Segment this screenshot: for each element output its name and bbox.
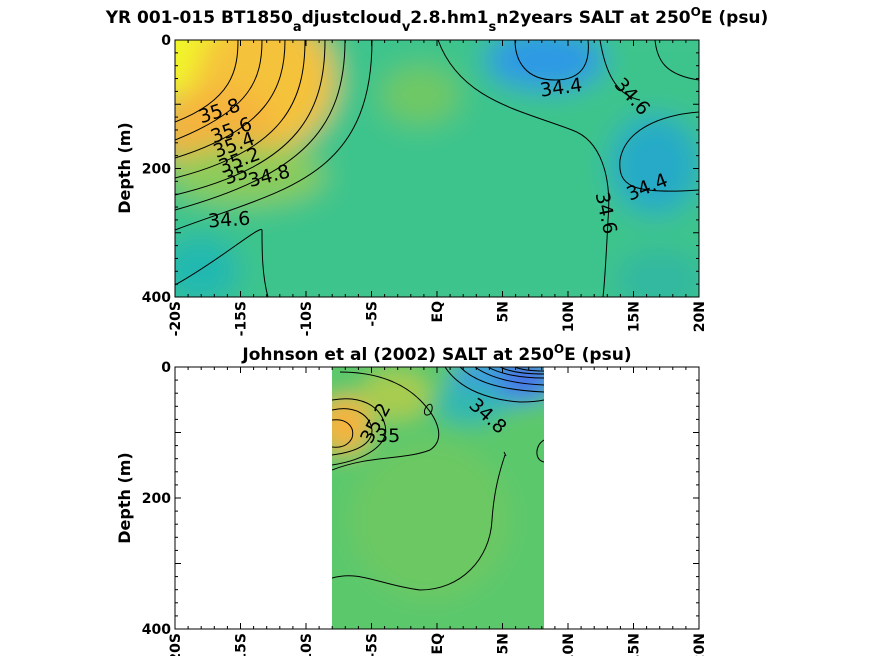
x-tick-label: 20N (692, 633, 708, 656)
y-tick-label: 400 (142, 622, 171, 638)
contour-label: 34.6 (207, 208, 251, 233)
x-tick-label: 15N (627, 633, 643, 656)
x-tick-label: -15S (234, 633, 250, 656)
x-tick-label: 5N (496, 633, 512, 654)
x-tick-label: -10S (299, 301, 315, 336)
panel-1-ylabel: Depth (m) (115, 122, 134, 214)
panel-2-axes: -20S -15S -10S -5S EQ 5N 10N 15N 20N 0 200 400 (142, 360, 708, 656)
x-tick-label: -20S (168, 633, 184, 656)
y-tick-label: 0 (161, 33, 171, 49)
panel-1-contours (175, 40, 699, 297)
x-tick-label: -10S (299, 633, 315, 656)
panel-1: YR 001-015 BT1850adjustcloudv2.8.hm1sn2y… (105, 5, 769, 336)
panel-1-field (175, 40, 699, 297)
x-tick-label: -15S (234, 301, 250, 336)
panel-1-axes: -20S -15S -10S -5S EQ 5N 10N 15N 20N 0 200 400 (142, 33, 708, 336)
panel-1-title: YR 001-015 BT1850adjustcloudv2.8.hm1sn2y… (105, 5, 769, 35)
x-tick-label: 10N (561, 633, 577, 656)
panel-2-title: Johnson et al (2002) SALT at 250OE (psu) (241, 342, 631, 365)
panel-2-field (332, 367, 544, 629)
y-tick-label: 0 (161, 360, 171, 376)
x-tick-label: 20N (692, 301, 708, 332)
x-tick-label: -5S (365, 301, 381, 327)
x-tick-label: 15N (627, 301, 643, 332)
y-tick-label: 400 (142, 290, 171, 306)
panel-2: Johnson et al (2002) SALT at 250OE (psu) (115, 342, 708, 656)
x-tick-label: -20S (168, 301, 184, 336)
y-tick-label: 200 (142, 491, 171, 507)
x-tick-label: 10N (561, 301, 577, 332)
x-tick-label: EQ (430, 633, 446, 655)
contour-label: 35 (376, 425, 400, 447)
panel-2-contours (332, 367, 544, 591)
x-tick-label: -5S (365, 633, 381, 656)
panel-2-ylabel: Depth (m) (115, 452, 134, 544)
x-tick-label: EQ (430, 301, 446, 323)
x-tick-label: 5N (496, 301, 512, 322)
y-tick-label: 200 (142, 162, 171, 178)
